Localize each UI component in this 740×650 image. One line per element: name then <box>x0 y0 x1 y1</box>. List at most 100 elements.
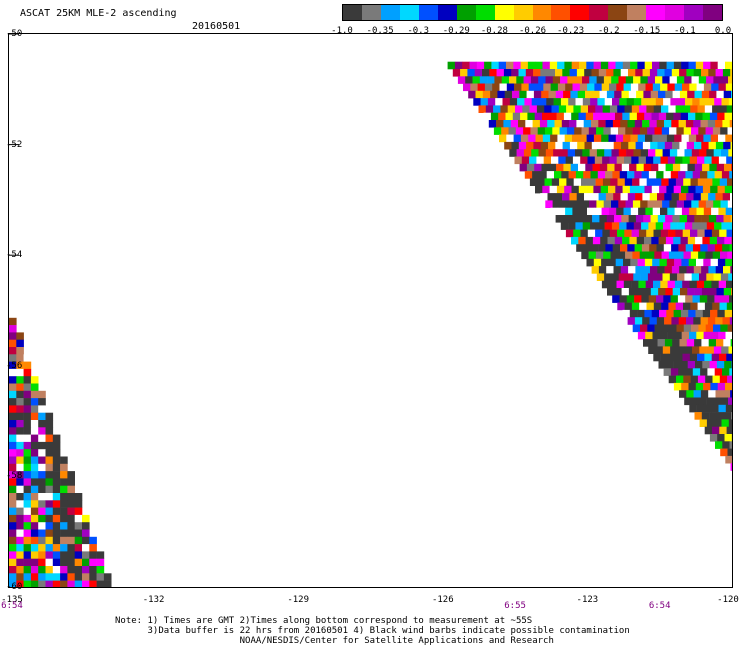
swath-cell <box>545 127 553 135</box>
swath-cell <box>526 163 535 172</box>
swath-cell <box>595 251 604 260</box>
swath-cell <box>649 317 658 325</box>
swath-cell <box>729 120 732 128</box>
swath-cell <box>490 90 498 99</box>
swath-cell <box>629 163 637 172</box>
swath-cell <box>23 354 32 362</box>
swath-cell <box>701 141 709 150</box>
swath-cell <box>579 83 588 92</box>
swath-cell <box>721 98 730 106</box>
swath-cell <box>52 449 61 457</box>
swath-cell <box>627 120 636 128</box>
swath-cell <box>684 273 692 281</box>
swath-cell <box>544 178 553 186</box>
swath-cell <box>726 302 732 311</box>
swath-cell <box>606 141 614 150</box>
swath-cell <box>643 339 651 347</box>
swath-cell <box>629 236 637 245</box>
swath-cell <box>45 485 54 494</box>
swath-cell <box>669 273 678 281</box>
swath-cell <box>637 61 645 70</box>
swath-cell <box>635 266 643 274</box>
swath-cell <box>730 266 732 274</box>
swath-cell <box>618 273 627 281</box>
swath-cell <box>725 258 732 267</box>
swath-cell <box>546 98 554 106</box>
swath-cell <box>23 405 32 413</box>
swath-cell <box>650 339 658 347</box>
swath-cell <box>45 463 54 472</box>
swath-cell <box>683 324 692 333</box>
swath-cell <box>684 149 693 157</box>
swath-cell <box>631 280 639 289</box>
swath-cell <box>38 485 46 494</box>
swath-cell <box>713 346 722 354</box>
swath-cell <box>514 156 523 165</box>
swath-cell <box>526 90 535 99</box>
swath-cell <box>722 368 730 376</box>
swath-cell <box>730 141 732 150</box>
swath-cell <box>503 69 512 77</box>
swath-cell <box>716 215 724 223</box>
swath-cell <box>709 288 717 296</box>
swath-cell <box>582 76 590 84</box>
swath-cell <box>655 346 664 354</box>
swath-cell <box>30 507 39 516</box>
swath-cell <box>454 61 463 70</box>
swath-cell <box>727 200 732 208</box>
swath-cell <box>545 149 554 157</box>
swath-cell <box>690 302 698 311</box>
swath-cell <box>681 331 690 340</box>
colorbar-label: -1.0 <box>331 26 353 36</box>
swath-cell <box>636 236 645 245</box>
swath-cell <box>30 529 39 538</box>
swath-cell <box>694 288 703 296</box>
colorbar-label: -0.29 <box>442 26 470 36</box>
swath-cell <box>614 236 623 245</box>
swath-cell <box>89 558 97 567</box>
colorbar-swatch <box>513 5 533 20</box>
swath-cell <box>714 295 722 303</box>
swath-cell <box>512 90 520 99</box>
swath-cell <box>674 258 682 267</box>
swath-cell <box>664 120 672 128</box>
swath-cell <box>679 266 687 274</box>
swath-cell <box>639 178 647 186</box>
swath-cell <box>9 456 17 465</box>
swath-cell <box>9 339 17 348</box>
swath-cell <box>568 222 576 230</box>
map-plot-area <box>8 33 733 588</box>
swath-cell <box>651 236 659 245</box>
swath-cell <box>608 207 617 216</box>
swath-cell <box>644 112 652 121</box>
swath-cell <box>632 178 640 186</box>
swath-cell <box>624 105 633 113</box>
swath-cell <box>731 288 732 296</box>
swath-cell <box>577 90 586 99</box>
swath-cell <box>723 339 731 347</box>
swath-cell <box>52 441 61 450</box>
swath-cell <box>710 61 718 70</box>
swath-cell <box>52 463 61 472</box>
swath-cell <box>653 229 662 238</box>
swath-cell <box>656 120 665 128</box>
swath-cell <box>590 98 598 106</box>
swath-cell <box>557 61 565 70</box>
swath-cell <box>616 156 625 165</box>
swath-cell <box>562 193 570 201</box>
swath-cell <box>679 141 687 150</box>
swath-cell <box>647 76 656 84</box>
swath-cell <box>654 178 662 186</box>
swath-cell <box>720 76 729 84</box>
swath-cell <box>9 551 17 559</box>
swath-cell <box>702 163 710 172</box>
swath-cell <box>30 493 39 501</box>
swath-cell <box>38 478 46 486</box>
swath-cell <box>584 141 593 150</box>
swath-cell <box>702 361 710 369</box>
swath-cell <box>625 76 634 84</box>
swath-cell <box>30 471 39 479</box>
swath-cell <box>495 98 503 106</box>
swath-cell <box>30 558 39 567</box>
swath-cell <box>712 375 721 384</box>
